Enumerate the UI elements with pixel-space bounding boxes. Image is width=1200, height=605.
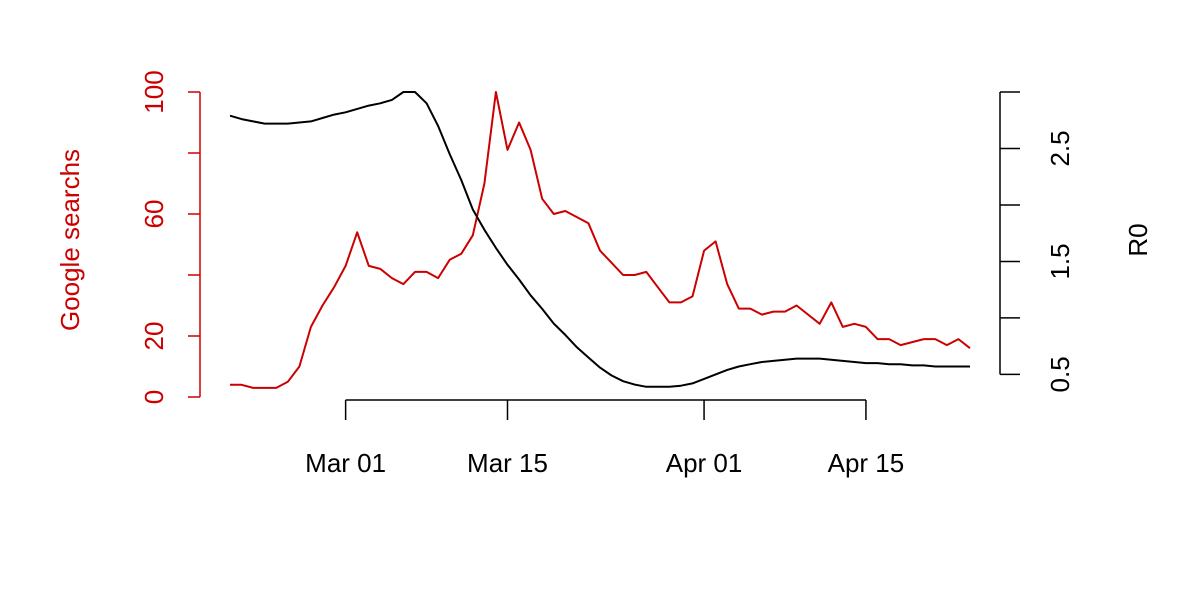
x-tick-label: Mar 01 [305, 448, 386, 478]
series-line [230, 91, 971, 389]
series-line [229, 91, 970, 388]
y-axis-label: Google searchs [55, 149, 85, 331]
x-tick-label: Apr 01 [666, 448, 743, 478]
y2-tick-label: 1.5 [1045, 243, 1075, 279]
y2-tick-label: 2.5 [1045, 130, 1075, 166]
y-tick-label: 100 [139, 70, 169, 113]
y-tick-label: 20 [139, 322, 169, 351]
y2-axis-label: R0 [1123, 223, 1153, 256]
x-tick-label: Mar 15 [467, 448, 548, 478]
x-tick-label: Apr 15 [828, 448, 905, 478]
y-tick-label: 60 [139, 200, 169, 229]
y-tick-label: 0 [139, 390, 169, 404]
y2-tick-label: 0.5 [1045, 356, 1075, 392]
